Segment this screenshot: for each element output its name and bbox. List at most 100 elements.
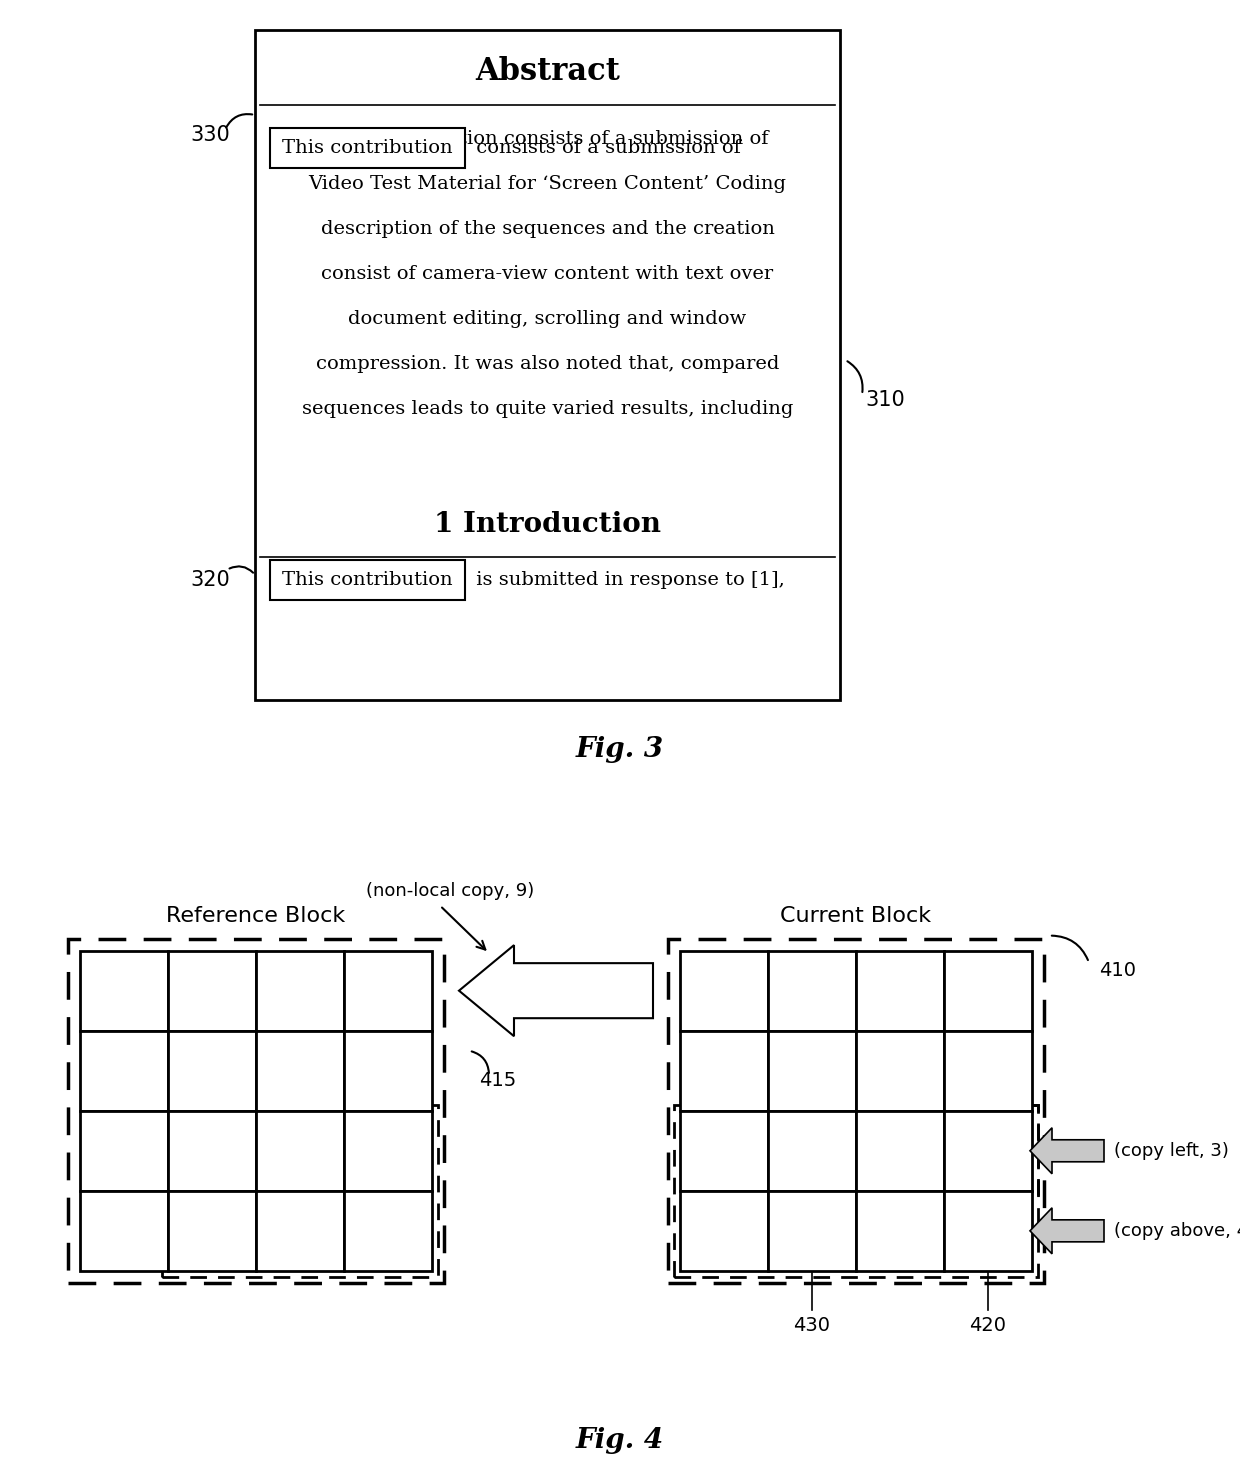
Text: is submitted in response to [1],: is submitted in response to [1], xyxy=(470,571,785,588)
Bar xyxy=(343,1192,432,1271)
Bar xyxy=(270,560,465,600)
Text: 0: 0 xyxy=(805,1141,818,1161)
Text: Reference Block: Reference Block xyxy=(166,906,346,925)
Text: document editing, scrolling and window: document editing, scrolling and window xyxy=(348,310,746,328)
Bar xyxy=(167,1111,255,1192)
Text: 250: 250 xyxy=(968,1061,1008,1081)
Text: 250: 250 xyxy=(880,1061,920,1081)
Bar xyxy=(81,1031,167,1111)
Bar xyxy=(81,950,167,1031)
Text: Fig. 4: Fig. 4 xyxy=(575,1427,665,1455)
Bar xyxy=(944,950,1032,1031)
Text: 0: 0 xyxy=(981,1221,994,1242)
Text: 0: 0 xyxy=(893,1221,906,1242)
Text: 415: 415 xyxy=(479,1071,516,1090)
Text: 255: 255 xyxy=(792,981,832,1000)
Bar xyxy=(255,29,839,700)
Bar xyxy=(680,1031,768,1111)
Text: 320: 320 xyxy=(190,569,229,590)
Bar xyxy=(768,1111,856,1192)
Text: 128: 128 xyxy=(192,1141,232,1161)
Text: (copy above, 4): (copy above, 4) xyxy=(1114,1222,1240,1240)
Text: 255: 255 xyxy=(280,981,320,1000)
Text: 255: 255 xyxy=(192,981,232,1000)
Text: (copy left, 3): (copy left, 3) xyxy=(1114,1141,1229,1159)
Text: 128: 128 xyxy=(280,1221,320,1242)
Text: 255: 255 xyxy=(704,981,744,1000)
Bar xyxy=(680,1192,768,1271)
Text: consists of a submission of: consists of a submission of xyxy=(470,138,740,157)
Bar xyxy=(255,950,343,1031)
Bar xyxy=(944,1031,1032,1111)
Text: 128: 128 xyxy=(368,1221,408,1242)
Bar xyxy=(255,1111,343,1192)
Text: 0: 0 xyxy=(893,1141,906,1161)
Bar xyxy=(270,128,465,168)
Bar xyxy=(81,1192,167,1271)
Text: (non-local copy, 9): (non-local copy, 9) xyxy=(366,881,534,900)
Text: 128: 128 xyxy=(280,1141,320,1161)
Bar xyxy=(668,938,1044,1283)
Bar xyxy=(680,1111,768,1192)
Text: 330: 330 xyxy=(190,125,229,146)
Bar xyxy=(856,1031,944,1111)
Text: sequences leads to quite varied results, including: sequences leads to quite varied results,… xyxy=(301,400,794,418)
Text: This contribution consists of a submission of: This contribution consists of a submissi… xyxy=(327,129,769,149)
Bar xyxy=(343,950,432,1031)
Bar xyxy=(343,1111,432,1192)
Text: 250: 250 xyxy=(104,1061,144,1081)
Text: Video Test Material for ‘Screen Content’ Coding: Video Test Material for ‘Screen Content’… xyxy=(309,175,786,193)
Text: 250: 250 xyxy=(104,1221,144,1242)
Polygon shape xyxy=(1030,1208,1104,1253)
Text: 250: 250 xyxy=(704,1061,744,1081)
Text: 430: 430 xyxy=(794,1317,831,1336)
Text: 250: 250 xyxy=(280,1061,320,1081)
Bar xyxy=(167,1192,255,1271)
Text: 250: 250 xyxy=(104,1141,144,1161)
Text: Abstract: Abstract xyxy=(475,56,620,87)
Text: 250: 250 xyxy=(704,1141,744,1161)
Bar xyxy=(856,950,944,1031)
Text: 250: 250 xyxy=(192,1061,232,1081)
Text: 128: 128 xyxy=(368,1141,408,1161)
Bar xyxy=(167,950,255,1031)
Polygon shape xyxy=(1030,1128,1104,1174)
Bar xyxy=(255,1192,343,1271)
Bar xyxy=(68,938,444,1283)
Text: consist of camera-view content with text over: consist of camera-view content with text… xyxy=(321,265,774,282)
Text: 420: 420 xyxy=(970,1317,1007,1336)
Bar xyxy=(255,1031,343,1111)
Text: 255: 255 xyxy=(968,981,1008,1000)
Text: 128: 128 xyxy=(192,1221,232,1242)
Bar xyxy=(768,1192,856,1271)
Text: 255: 255 xyxy=(880,981,920,1000)
Bar xyxy=(856,1111,944,1192)
Text: 410: 410 xyxy=(1099,961,1136,980)
Polygon shape xyxy=(459,946,653,1036)
Bar xyxy=(768,950,856,1031)
Text: description of the sequences and the creation: description of the sequences and the cre… xyxy=(321,219,775,238)
Bar xyxy=(944,1192,1032,1271)
Text: 255: 255 xyxy=(368,981,408,1000)
Bar xyxy=(81,1111,167,1192)
Text: 310: 310 xyxy=(866,390,905,410)
Bar xyxy=(768,1031,856,1111)
Bar xyxy=(675,1105,1038,1277)
Text: 250: 250 xyxy=(368,1061,408,1081)
Bar xyxy=(162,1105,438,1277)
Bar xyxy=(680,950,768,1031)
Bar xyxy=(763,1105,1038,1197)
Bar xyxy=(167,1031,255,1111)
Bar xyxy=(944,1111,1032,1192)
Text: compression. It was also noted that, compared: compression. It was also noted that, com… xyxy=(316,355,779,372)
Text: 250: 250 xyxy=(792,1061,832,1081)
Text: Current Block: Current Block xyxy=(780,906,931,925)
Text: 250: 250 xyxy=(704,1221,744,1242)
Text: 0: 0 xyxy=(981,1141,994,1161)
Text: 255: 255 xyxy=(104,981,144,1000)
Text: Fig. 3: Fig. 3 xyxy=(575,736,665,763)
Bar xyxy=(343,1031,432,1111)
Text: This contribution: This contribution xyxy=(283,571,453,588)
Text: 0: 0 xyxy=(805,1221,818,1242)
Text: 1 Introduction: 1 Introduction xyxy=(434,512,661,538)
